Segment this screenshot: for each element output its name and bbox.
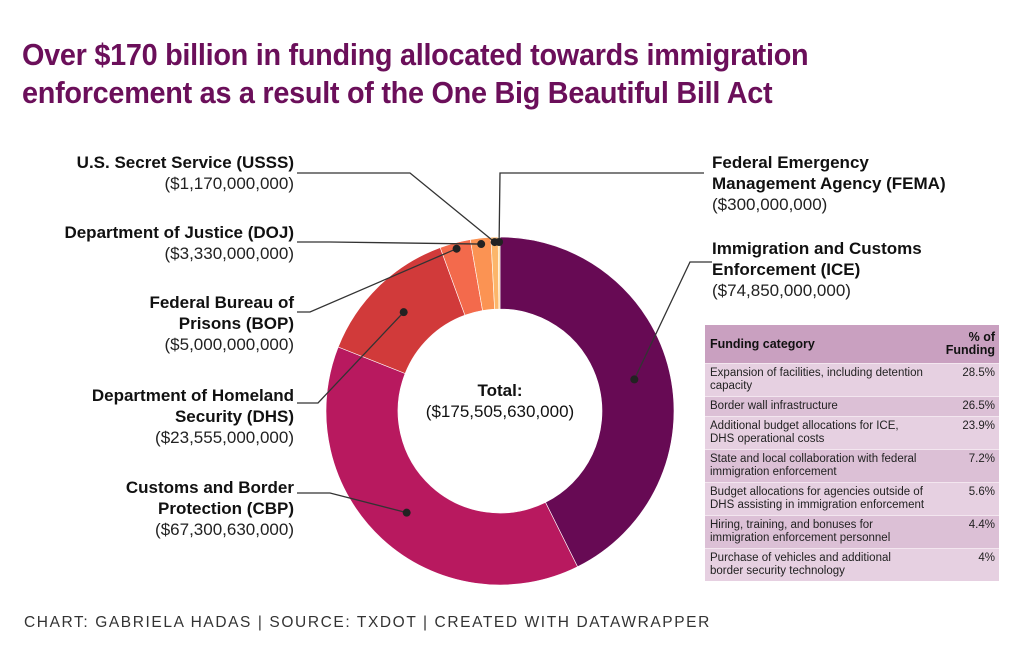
leader-line-doj bbox=[297, 241, 482, 245]
label-ice-name-2: Enforcement (ICE) bbox=[712, 260, 861, 279]
table-row: Budget allocations for agencies outside … bbox=[705, 482, 999, 516]
label-ice-amount: ($74,850,000,000) bbox=[712, 281, 851, 300]
label-cbp-name-2: Protection (CBP) bbox=[158, 499, 294, 518]
leader-line-dhs bbox=[297, 311, 405, 404]
table-cell-category: Border wall infrastructure bbox=[705, 396, 929, 417]
table-cell-category: State and local collaboration with feder… bbox=[705, 449, 929, 483]
label-cbp-amount: ($67,300,630,000) bbox=[155, 520, 294, 539]
label-usss-amount: ($1,170,000,000) bbox=[164, 174, 295, 193]
table-cell-percent: 7.2% bbox=[928, 449, 999, 483]
total-label: Total: ($175,505,630,000) bbox=[400, 380, 600, 422]
leader-line-usss bbox=[297, 172, 496, 243]
funding-table: Funding category % of Funding Expansion … bbox=[705, 325, 999, 581]
label-usss-name: U.S. Secret Service (USSS) bbox=[76, 153, 294, 172]
leader-dot-fema bbox=[495, 238, 504, 247]
label-doj: Department of Justice (DOJ) ($3,330,000,… bbox=[64, 222, 294, 264]
table-cell-percent: 23.9% bbox=[928, 416, 999, 450]
table-row: Border wall infrastructure 26.5% bbox=[705, 396, 999, 417]
label-ice-name-1: Immigration and Customs bbox=[712, 239, 922, 258]
table-header-row: Funding category % of Funding bbox=[705, 325, 999, 364]
label-doj-amount: ($3,330,000,000) bbox=[164, 244, 295, 263]
label-dhs-name-2: Security (DHS) bbox=[174, 407, 294, 426]
table-cell-percent: 28.5% bbox=[928, 363, 999, 397]
leader-dot-doj bbox=[477, 240, 486, 249]
label-fema: Federal Emergency Management Agency (FEM… bbox=[712, 152, 946, 215]
table-cell-percent: 5.6% bbox=[928, 482, 999, 516]
slice-cbp bbox=[325, 346, 578, 586]
table-cell-category: Hiring, training, and bonuses for immigr… bbox=[705, 515, 929, 549]
table-cell-percent: 26.5% bbox=[928, 396, 999, 417]
header-category: Funding category bbox=[705, 325, 929, 364]
leader-dot-bop bbox=[452, 244, 461, 253]
label-cbp-name-1: Customs and Border bbox=[125, 478, 294, 497]
label-bop-name-2: Prisons (BOP) bbox=[178, 314, 294, 333]
label-fema-amount: ($300,000,000) bbox=[712, 195, 828, 214]
table-cell-category: Budget allocations for agencies outside … bbox=[705, 482, 929, 516]
label-ice: Immigration and Customs Enforcement (ICE… bbox=[712, 238, 922, 301]
table-row: Expansion of facilities, including deten… bbox=[705, 363, 999, 397]
table-cell-percent: 4% bbox=[928, 548, 999, 581]
label-dhs-name-1: Department of Homeland bbox=[91, 386, 294, 405]
table-row: Additional budget allocations for ICE, D… bbox=[705, 416, 999, 450]
table-row: Hiring, training, and bonuses for immigr… bbox=[705, 515, 999, 549]
leader-dot-ice bbox=[630, 375, 639, 384]
slice-ice bbox=[499, 236, 675, 568]
leader-line-bop bbox=[297, 248, 457, 313]
label-bop: Federal Bureau of Prisons (BOP) ($5,000,… bbox=[149, 292, 294, 355]
leader-line-fema bbox=[498, 172, 704, 243]
leader-line-cbp bbox=[297, 492, 407, 514]
leader-dot-dhs bbox=[399, 308, 408, 317]
header-percent: % of Funding bbox=[928, 325, 999, 364]
leader-line-ice bbox=[633, 261, 712, 380]
label-cbp: Customs and Border Protection (CBP) ($67… bbox=[126, 477, 294, 540]
label-fema-name-1: Federal Emergency bbox=[712, 153, 869, 172]
label-doj-name: Department of Justice (DOJ) bbox=[64, 223, 294, 242]
leader-dot-cbp bbox=[402, 508, 411, 517]
table-cell-category: Expansion of facilities, including deten… bbox=[705, 363, 929, 397]
credit-footer: CHART: GABRIELA HADAS | SOURCE: TXDOT | … bbox=[24, 614, 711, 631]
total-value: ($175,505,630,000) bbox=[425, 402, 575, 421]
label-bop-name-1: Federal Bureau of bbox=[149, 293, 294, 312]
chart-title: Over $170 billion in funding allocated t… bbox=[22, 37, 809, 110]
table-cell-category: Purchase of vehicles and additional bord… bbox=[705, 548, 929, 581]
total-heading: Total: bbox=[477, 381, 523, 400]
table-row: Purchase of vehicles and additional bord… bbox=[705, 548, 999, 581]
label-fema-name-2: Management Agency (FEMA) bbox=[712, 174, 946, 193]
table-cell-category: Additional budget allocations for ICE, D… bbox=[705, 416, 929, 450]
table-cell-percent: 4.4% bbox=[928, 515, 999, 549]
table-row: State and local collaboration with feder… bbox=[705, 449, 999, 483]
label-dhs-amount: ($23,555,000,000) bbox=[155, 428, 294, 447]
label-dhs: Department of Homeland Security (DHS) ($… bbox=[92, 385, 294, 448]
label-usss: U.S. Secret Service (USSS) ($1,170,000,0… bbox=[77, 152, 294, 194]
label-bop-amount: ($5,000,000,000) bbox=[164, 335, 295, 354]
